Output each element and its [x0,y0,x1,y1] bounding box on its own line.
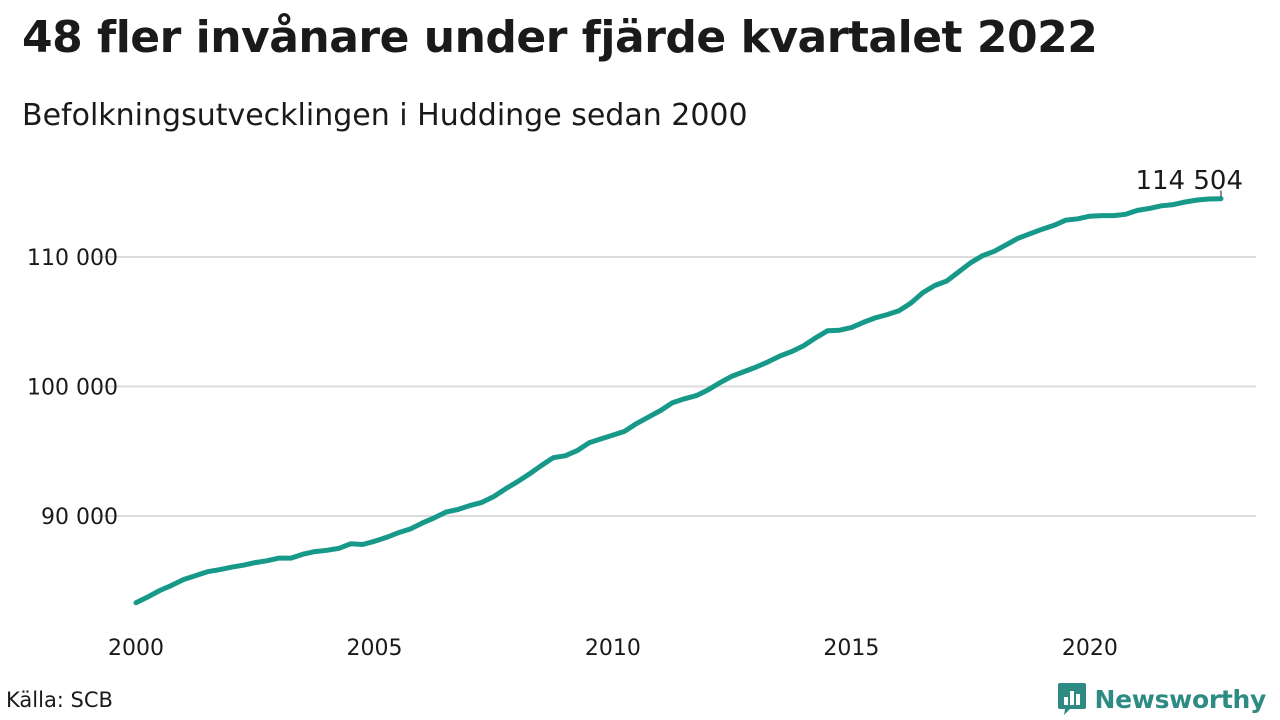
end-value-label: 114 504 [1135,166,1243,196]
newsworthy-logo: Newsworthy [1057,682,1267,716]
x-tick-label: 2015 [823,636,879,661]
y-tick-label: 110 000 [27,246,118,271]
chart-subtitle: Befolkningsutvecklingen i Huddinge sedan… [22,98,748,133]
y-tick-label: 100 000 [27,376,118,401]
x-tick-label: 2020 [1062,636,1118,661]
chart-title: 48 fler invånare under fjärde kvartalet … [22,12,1098,63]
x-tick-label: 2010 [585,636,641,661]
brand-name: Newsworthy [1094,684,1267,714]
y-tick-label: 90 000 [41,505,118,530]
x-tick-label: 2005 [346,636,402,661]
source-note: Källa: SCB [6,688,113,712]
chart-bubble-icon [1057,683,1086,715]
line-chart: 90 000 100 000 110 000 2000 2005 2010 2015 2020… [27,166,1256,661]
x-tick-label: 2000 [108,636,164,661]
population-line [133,196,1224,606]
